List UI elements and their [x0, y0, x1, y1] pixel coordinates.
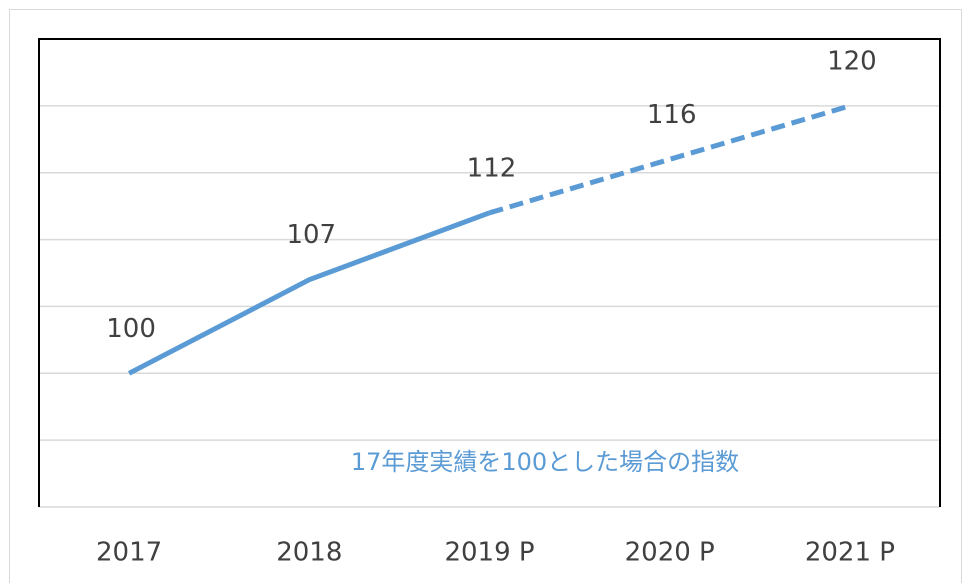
- x-tick-label: 2019 P: [444, 538, 534, 568]
- x-tick-label: 2021 P: [805, 538, 895, 568]
- plot-border: [38, 38, 941, 507]
- data-label: 100: [106, 314, 156, 344]
- line: [127, 210, 491, 376]
- data-label: 120: [827, 46, 877, 76]
- x-tick-label: 2017: [96, 538, 162, 568]
- frame: [9, 9, 962, 583]
- x-tick-label: 2020 P: [625, 538, 715, 568]
- data-label: 107: [286, 220, 336, 250]
- data-label: 116: [647, 100, 697, 130]
- x-tick-label: 2018: [276, 538, 342, 568]
- data-label: 112: [467, 153, 517, 183]
- annotation: 17年度実績を100とした場合の指数: [351, 448, 739, 476]
